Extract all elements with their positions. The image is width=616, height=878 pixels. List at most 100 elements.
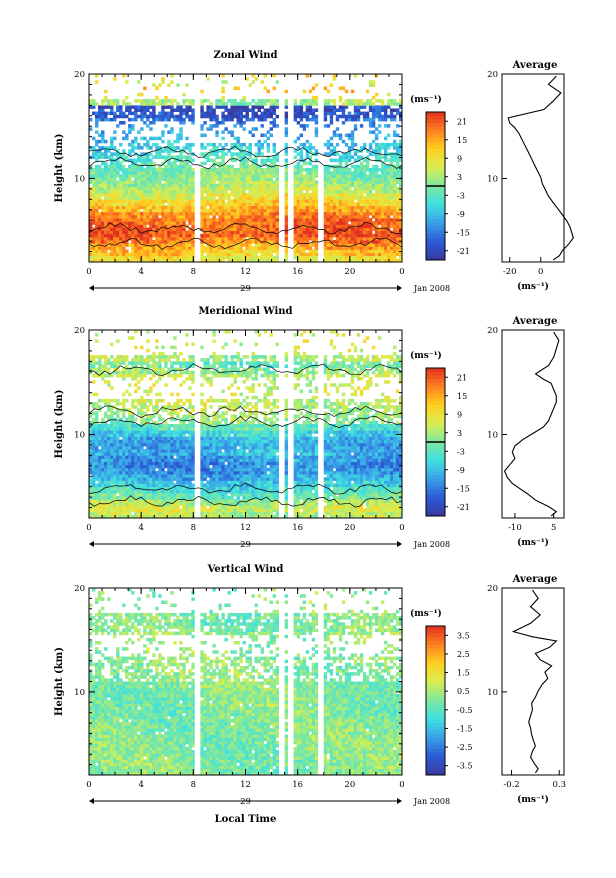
heatmap-cell <box>246 105 249 109</box>
heatmap-cell <box>218 224 221 228</box>
heatmap-cell <box>378 190 381 194</box>
heatmap-cell <box>366 237 369 241</box>
heatmap-cell <box>230 499 233 503</box>
heatmap-cell <box>158 221 161 225</box>
heatmap-cell <box>249 202 252 206</box>
heatmap-cell <box>200 124 203 128</box>
heatmap-cell <box>221 102 224 106</box>
heatmap-cell <box>264 112 267 116</box>
heatmap-cell <box>363 181 366 185</box>
heatmap-cell <box>309 502 312 506</box>
heatmap-cell <box>267 253 270 257</box>
heatmap-cell <box>246 184 249 188</box>
heatmap-cell <box>354 190 357 194</box>
heatmap-cell <box>387 215 390 219</box>
heatmap-cell <box>152 199 155 203</box>
heatmap-cell <box>185 215 188 219</box>
heatmap-cell <box>98 505 101 509</box>
heatmap-cell <box>339 512 342 516</box>
heatmap-cell <box>242 99 245 103</box>
heatmap-cell <box>176 509 179 513</box>
heatmap-cell <box>273 74 276 78</box>
heatmap-cell <box>261 221 264 225</box>
average-unit-label: (ms⁻¹) <box>517 281 549 292</box>
heatmap-cell <box>336 240 339 244</box>
heatmap-cell <box>170 168 173 172</box>
heatmap-cell <box>360 184 363 188</box>
heatmap-cell <box>164 240 167 244</box>
heatmap-cell <box>200 505 203 509</box>
heatmap-cell <box>212 228 215 232</box>
heatmap-cell <box>173 224 176 228</box>
heatmap-cell <box>209 202 212 206</box>
heatmap-cell <box>203 199 206 203</box>
heatmap-cell <box>206 105 209 109</box>
heatmap-cell <box>155 237 158 241</box>
heatmap-cell <box>161 218 164 222</box>
heatmap-cell <box>300 218 303 222</box>
heatmap-cell <box>239 105 242 109</box>
heatmap-cell <box>246 112 249 116</box>
heatmap-cell <box>345 187 348 191</box>
heatmap-cell <box>179 162 182 166</box>
heatmap-cell <box>300 496 303 500</box>
heatmap-cell <box>140 137 143 141</box>
heatmap-cell <box>200 509 203 513</box>
heatmap-cell <box>327 512 330 516</box>
heatmap-cell <box>212 168 215 172</box>
heatmap-cell <box>360 249 363 253</box>
heatmap-cell <box>294 174 297 178</box>
heatmap-cell <box>246 108 249 112</box>
heatmap-cell <box>357 102 360 106</box>
heatmap-cell <box>164 149 167 153</box>
heatmap-cell <box>101 505 104 509</box>
heatmap-cell <box>188 221 191 225</box>
heatmap-cell <box>170 143 173 147</box>
heatmap-cell <box>113 181 116 185</box>
heatmap-cell <box>342 234 345 238</box>
heatmap-cell <box>149 137 152 141</box>
heatmap-cell <box>116 237 119 241</box>
heatmap-cell <box>369 206 372 210</box>
heatmap-cell <box>104 99 107 103</box>
heatmap-cell <box>369 228 372 232</box>
heatmap-cell <box>366 209 369 213</box>
heatmap-cell <box>327 184 330 188</box>
heatmap-cell <box>215 202 218 206</box>
heatmap-cell <box>233 199 236 203</box>
heatmap-cell <box>297 496 300 500</box>
heatmap-cell <box>264 209 267 213</box>
heatmap-cell <box>270 228 273 232</box>
heatmap-cell <box>390 502 393 506</box>
heatmap-cell <box>330 190 333 194</box>
heatmap-cell <box>236 171 239 175</box>
heatmap-cell <box>236 231 239 235</box>
heatmap-cell <box>333 224 336 228</box>
heatmap-cell <box>261 146 264 150</box>
heatmap-cell <box>233 249 236 253</box>
heatmap-cell <box>146 105 149 109</box>
heatmap-cell <box>258 143 261 147</box>
heatmap-cell <box>351 90 354 94</box>
heatmap-cell <box>152 206 155 210</box>
heatmap-cell <box>128 124 131 128</box>
heatmap-cell <box>134 99 137 103</box>
heatmap-cell <box>137 130 140 134</box>
heatmap-cell <box>396 253 399 257</box>
heatmap-cell <box>381 99 384 103</box>
heatmap-cell <box>336 190 339 194</box>
heatmap-cell <box>218 496 221 500</box>
heatmap-cell <box>110 212 113 216</box>
heatmap-cell <box>149 99 152 103</box>
heatmap-cell <box>209 509 212 513</box>
heatmap-cell <box>351 228 354 232</box>
heatmap-cell <box>378 196 381 200</box>
heatmap-cell <box>354 231 357 235</box>
heatmap-cell <box>252 134 255 138</box>
heatmap-cell <box>98 152 101 156</box>
heatmap-cell <box>167 190 170 194</box>
heatmap-cell <box>92 146 95 150</box>
heatmap-cell <box>390 249 393 253</box>
heatmap-cell <box>276 228 279 232</box>
heatmap-cell <box>236 253 239 257</box>
